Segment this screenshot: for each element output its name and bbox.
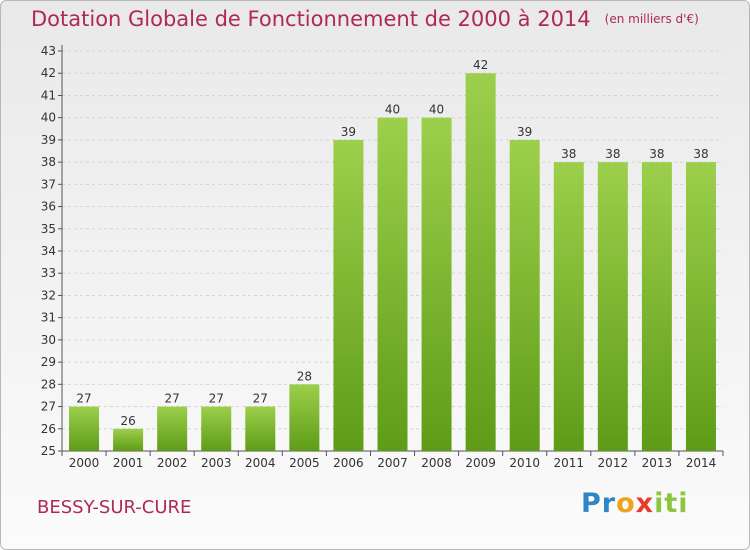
value-label-2014: 38 <box>693 147 708 161</box>
value-label-2001: 26 <box>120 414 135 428</box>
bar-2002 <box>157 406 188 451</box>
bar-2010 <box>509 139 540 451</box>
y-tick-label-40: 40 <box>41 111 56 125</box>
x-tick-label-2010: 2010 <box>509 456 540 470</box>
y-tick-label-34: 34 <box>41 244 56 258</box>
value-label-2008: 40 <box>429 103 444 117</box>
y-tick-label-38: 38 <box>41 155 56 169</box>
value-label-2003: 27 <box>209 392 224 406</box>
chart-title: Dotation Globale de Fonctionnement de 20… <box>31 7 699 31</box>
y-tick-label-42: 42 <box>41 66 56 80</box>
x-tick-label-2005: 2005 <box>289 456 320 470</box>
commune-name: BESSY-SUR-CURE <box>37 497 192 518</box>
x-tick-label-2004: 2004 <box>245 456 276 470</box>
value-label-2007: 40 <box>385 103 400 117</box>
x-tick-label-2002: 2002 <box>157 456 188 470</box>
proxiti-logo: Proxiti <box>581 488 689 519</box>
y-tick-label-29: 29 <box>41 355 56 369</box>
y-tick-label-36: 36 <box>41 200 56 214</box>
bars <box>69 73 716 452</box>
bar-2005 <box>289 384 320 451</box>
x-tick-label-2009: 2009 <box>465 456 496 470</box>
logo-part-3: x <box>635 488 655 519</box>
logo-part-2: o <box>616 488 636 519</box>
x-tick-label-2007: 2007 <box>377 456 408 470</box>
value-label-2011: 38 <box>561 147 576 161</box>
y-tick-label-43: 43 <box>41 44 56 58</box>
bar-2012 <box>597 162 628 451</box>
value-label-2005: 28 <box>297 369 312 383</box>
x-tick-label-2000: 2000 <box>69 456 100 470</box>
value-label-2009: 42 <box>473 58 488 72</box>
value-label-2006: 39 <box>341 125 356 139</box>
chart-title-text: Dotation Globale de Fonctionnement de 20… <box>31 7 591 31</box>
y-tick-label-27: 27 <box>41 400 56 414</box>
y-tick-label-30: 30 <box>41 333 56 347</box>
logo-part-1: Pr <box>581 488 617 519</box>
tick-labels: 25 26 27 28 29 30 31 32 33 34 35 36 37 38 39 40 41 42 43 20… <box>41 44 717 470</box>
y-tick-label-33: 33 <box>41 266 56 280</box>
value-label-2002: 27 <box>165 392 180 406</box>
y-tick-label-31: 31 <box>41 311 56 325</box>
x-tick-label-2006: 2006 <box>333 456 364 470</box>
value-label-2012: 38 <box>605 147 620 161</box>
y-tick-label-39: 39 <box>41 133 56 147</box>
y-tick-label-26: 26 <box>41 422 56 436</box>
bar-2011 <box>553 162 584 451</box>
bar-2007 <box>377 117 408 452</box>
logo-part-4: iti <box>654 488 689 519</box>
y-tick-label-41: 41 <box>41 88 56 102</box>
bar-2001 <box>113 428 144 451</box>
bar-2004 <box>245 406 276 451</box>
x-tick-label-2001: 2001 <box>113 456 144 470</box>
y-tick-label-32: 32 <box>41 288 56 302</box>
value-label-2004: 27 <box>253 392 268 406</box>
x-tick-label-2014: 2014 <box>686 456 717 470</box>
bar-2013 <box>641 162 672 451</box>
bar-2006 <box>333 139 364 451</box>
bar-2009 <box>465 73 496 451</box>
value-labels: 27 26 27 27 27 28 39 40 40 42 39 38 38 38 38 <box>76 58 708 428</box>
bar-2014 <box>685 162 716 451</box>
x-tick-label-2008: 2008 <box>421 456 452 470</box>
y-tick-label-35: 35 <box>41 222 56 236</box>
value-label-2000: 27 <box>76 392 91 406</box>
x-tick-label-2011: 2011 <box>553 456 584 470</box>
x-tick-label-2003: 2003 <box>201 456 232 470</box>
bar-2003 <box>201 406 232 451</box>
x-tick-label-2012: 2012 <box>598 456 629 470</box>
value-label-2010: 39 <box>517 125 532 139</box>
bar-2000 <box>69 406 100 451</box>
chart-unit: (en milliers d'€) <box>604 12 699 26</box>
y-tick-label-25: 25 <box>41 444 56 458</box>
y-tick-label-37: 37 <box>41 177 56 191</box>
value-label-2013: 38 <box>649 147 664 161</box>
bar-2008 <box>421 117 452 452</box>
y-tick-label-28: 28 <box>41 377 56 391</box>
x-tick-label-2013: 2013 <box>642 456 673 470</box>
